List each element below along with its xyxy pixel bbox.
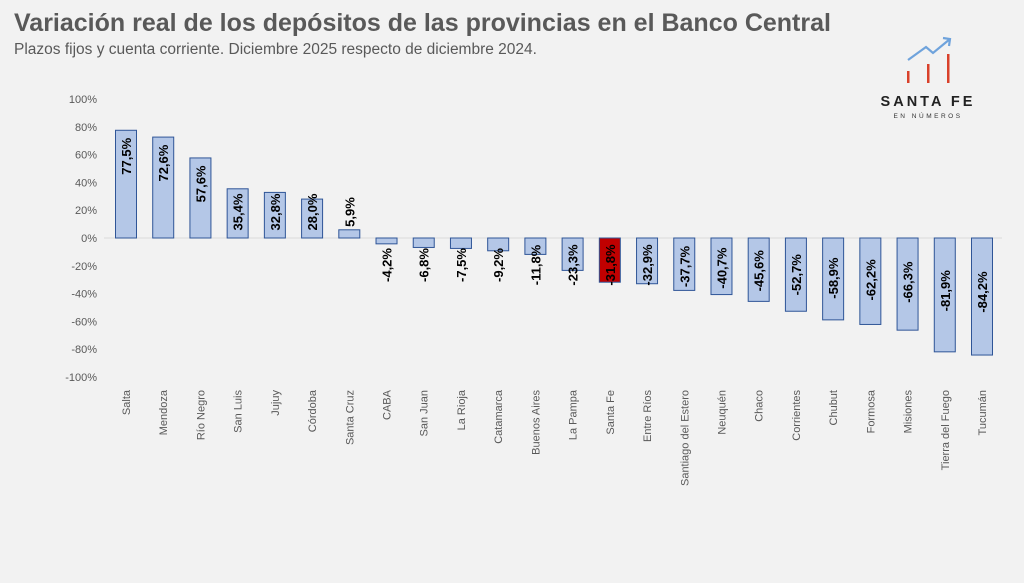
bar-san-luis — [226, 188, 249, 239]
x-tick-label: La Rioja — [456, 389, 468, 430]
x-tick-label: Chaco — [754, 390, 766, 422]
data-label: 32,8% — [268, 193, 283, 230]
y-axis: 100% 80% 60% 40% 20% 0% -20% -40% -60% -80% -100% — [65, 94, 97, 384]
bar-río-negro — [189, 157, 212, 239]
x-tick-label: Río Negro — [195, 390, 207, 440]
x-tick-label: San Juan — [419, 390, 431, 436]
data-label: 35,4% — [231, 193, 246, 230]
x-tick-label: Chubut — [828, 390, 840, 425]
chart-title: Variación real de los depósitos de las p… — [14, 9, 831, 37]
y-tick-label: -80% — [71, 344, 97, 356]
bar-corrientes — [784, 237, 807, 312]
bar-la-pampa — [561, 237, 584, 271]
bar-santa-cruz — [338, 229, 361, 239]
bar-santiago-del-estero — [673, 237, 696, 291]
data-label: -11,8% — [528, 244, 543, 285]
x-tick-label: Córdoba — [307, 389, 319, 432]
santa-fe-en-numeros-logo: SANTA FE EN NÚMEROS — [881, 36, 976, 120]
y-tick-label: -100% — [65, 372, 97, 384]
data-label: -7,5% — [454, 248, 469, 282]
data-label: 5,9% — [342, 197, 357, 227]
y-tick-label: 40% — [75, 177, 97, 189]
bar-santa-fe — [598, 237, 621, 283]
x-tick-label: Corrientes — [791, 390, 803, 441]
data-label: -31,8% — [603, 244, 618, 286]
y-tick-label: -60% — [71, 316, 97, 328]
svg-text:SANTA FE: SANTA FE — [881, 94, 976, 110]
bar-mendoza — [152, 136, 175, 239]
svg-text:EN NÚMEROS: EN NÚMEROS — [893, 111, 962, 120]
data-label: -84,2% — [975, 271, 990, 313]
y-tick-label: -20% — [71, 261, 97, 273]
bar-tierra-del-fuego — [933, 237, 956, 353]
bar-san-juan — [412, 237, 435, 248]
data-label: -52,7% — [789, 254, 804, 296]
chart-subtitle: Plazos fijos y cuenta corriente. Diciemb… — [14, 41, 537, 58]
data-labels: 77,5% 72,6% 57,6% 35,4% 32,8% 28,0% 5,9% -4,2% -… — [119, 137, 990, 312]
data-label: -40,7% — [714, 247, 729, 289]
data-label: 57,6% — [193, 165, 208, 202]
x-tick-label: Santiago del Estero — [679, 390, 691, 486]
x-tick-label: Mendoza — [158, 389, 170, 435]
y-tick-label: -40% — [71, 289, 97, 301]
bar-entre-ríos — [636, 237, 659, 285]
y-tick-label: 100% — [69, 94, 97, 106]
data-label: -6,8% — [417, 248, 432, 282]
bar-misiones — [896, 237, 919, 331]
data-label: 72,6% — [156, 144, 171, 181]
bar-neuquén — [710, 237, 733, 296]
bar-la-rioja — [449, 237, 472, 249]
x-tick-label: Tierra del Fuego — [940, 390, 952, 470]
bar-formosa — [859, 237, 882, 325]
data-label: -81,9% — [938, 270, 953, 312]
data-label: -45,6% — [752, 250, 767, 292]
data-label: -9,2% — [491, 248, 506, 282]
x-tick-label: La Pampa — [568, 389, 580, 440]
data-label: -66,3% — [901, 261, 916, 303]
bar-jujuy — [263, 191, 286, 239]
bar-caba — [375, 237, 398, 245]
x-tick-label: Buenos Aires — [530, 390, 542, 455]
x-tick-label: Formosa — [865, 389, 877, 433]
x-tick-label: Santa Fe — [605, 390, 617, 435]
y-tick-label: 0% — [81, 233, 97, 245]
x-tick-label: Neuquén — [716, 390, 728, 435]
data-label: -37,7% — [677, 245, 692, 287]
y-tick-label: 80% — [75, 122, 97, 134]
x-tick-label: San Luis — [233, 390, 245, 433]
x-tick-label: CABA — [382, 389, 394, 420]
data-label: -62,2% — [863, 259, 878, 301]
x-tick-label: Tucumán — [977, 390, 989, 435]
bars — [115, 129, 993, 356]
data-label: -32,9% — [640, 244, 655, 286]
bar-córdoba — [301, 198, 324, 239]
data-label: 77,5% — [119, 137, 134, 174]
bar-tucumán — [971, 237, 993, 356]
x-tick-label: Catamarca — [493, 389, 505, 444]
x-tick-label: Salta — [121, 389, 133, 415]
x-tick-label: Misiones — [903, 390, 915, 434]
data-label: -58,9% — [826, 257, 841, 299]
data-label: -4,2% — [380, 248, 395, 282]
data-label: -23,3% — [566, 244, 581, 286]
data-label: 28,0% — [305, 193, 320, 230]
y-tick-label: 20% — [75, 205, 97, 217]
x-tick-label: Jujuy — [270, 390, 282, 416]
y-tick-label: 60% — [75, 150, 97, 162]
bar-chaco — [747, 237, 770, 302]
bar-buenos-aires — [524, 237, 547, 255]
bar-chubut — [822, 237, 845, 321]
x-tick-label: Santa Cruz — [344, 390, 356, 445]
bar-salta — [115, 129, 137, 239]
bar-catamarca — [487, 237, 510, 252]
x-axis-labels: Salta Mendoza Río Negro San Luis Jujuy Córdob… — [121, 389, 989, 486]
x-tick-label: Entre Ríos — [642, 390, 654, 442]
